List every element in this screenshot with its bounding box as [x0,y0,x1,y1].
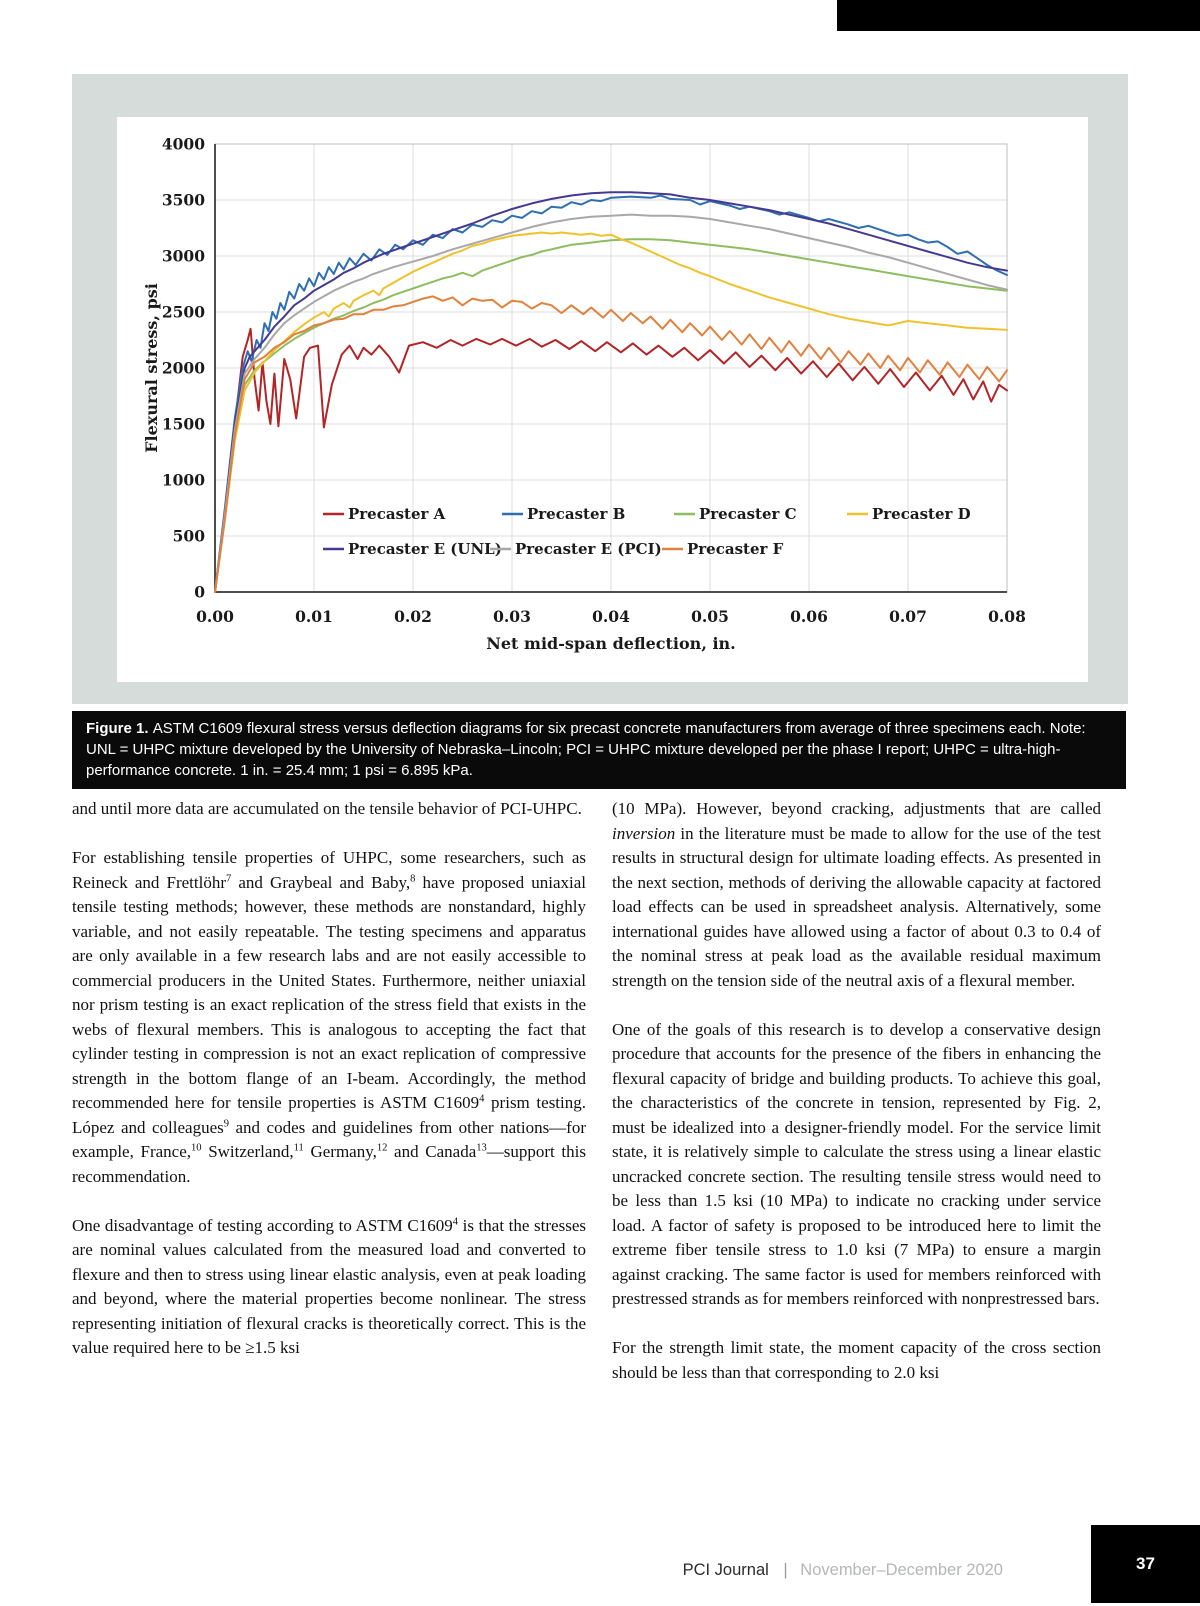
svg-text:0.00: 0.00 [196,607,234,626]
series-precaster-a [214,327,1008,593]
series-precaster-c [214,238,1008,593]
chart-legend: Precaster A Precaster B Precaster C Precast… [323,505,971,558]
x-tick-labels: 0.00 0.01 0.02 0.03 0.04 0.05 0.06 0.07 0.08 [196,607,1026,626]
page-number: 37 [1136,1554,1155,1573]
paragraph: For establishing tensile properties of U… [72,848,587,1186]
paragraph: One disadvantage of testing according to… [72,1215,586,1358]
svg-text:500: 500 [173,527,206,546]
figure-1-caption: Figure 1. ASTM C1609 flexural stress ver… [72,711,1126,789]
figure-chart-svg: 0 500 1000 1500 2000 2500 3000 3500 4000 0.00 0.01… [142,135,1026,654]
legend-label: Precaster B [527,505,625,523]
svg-text:0.06: 0.06 [790,607,828,626]
top-corner-bar [837,0,1200,31]
paragraph: (10 MPa). However, beyond cracking, adju… [612,799,1101,990]
article-left-column: and until more data are accumulated on t… [72,797,586,1361]
svg-text:0.07: 0.07 [889,607,927,626]
series-precaster-f [214,295,1008,593]
legend-label: Precaster C [699,505,797,523]
svg-text:0.05: 0.05 [691,607,729,626]
svg-text:2000: 2000 [162,359,205,378]
svg-text:2500: 2500 [162,303,205,322]
legend-item-3: Precaster C [674,505,797,523]
series-precaster-b [214,194,1008,593]
series-precaster-e-pci [214,213,1008,593]
x-axis-title: Net mid-span deflection, in. [486,634,735,653]
series-precaster-d [214,231,1008,593]
issue-date: November–December 2020 [800,1561,1003,1579]
chart-gridlines [214,143,1008,593]
article-right-column: (10 MPa). However, beyond cracking, adju… [612,797,1101,1385]
legend-label: Precaster F [687,540,784,558]
svg-text:4000: 4000 [162,135,205,154]
figure-1-container: 0 500 1000 1500 2000 2500 3000 3500 4000 0.00 0.01… [72,74,1128,704]
legend-item-7: Precaster F [662,540,784,558]
svg-text:3000: 3000 [162,247,205,266]
figure-chart-panel: 0 500 1000 1500 2000 2500 3000 3500 4000 0.00 0.01… [117,117,1088,682]
legend-item-1: Precaster A [323,505,446,523]
legend-label: Precaster E (PCI) [515,540,662,558]
legend-item-2: Precaster B [502,505,625,523]
y-axis-title: Flexural stress, psi [142,283,161,453]
legend-item-5: Precaster E (UNL) [323,540,502,558]
series-precaster-e-unl [214,191,1008,593]
svg-text:0.02: 0.02 [394,607,432,626]
svg-text:0.03: 0.03 [493,607,531,626]
legend-label: Precaster D [872,505,971,523]
y-tick-labels: 0 500 1000 1500 2000 2500 3000 3500 4000 [162,135,205,602]
footer: PCI Journal | November–December 2020 [683,1561,1003,1580]
paragraph: One of the goals of this research is to … [612,1019,1101,1309]
journal-name: PCI Journal [682,1561,769,1579]
svg-text:3500: 3500 [162,191,205,210]
paragraph: and until more data are accumulated on t… [72,799,582,818]
legend-label: Precaster A [348,505,446,523]
svg-text:0.04: 0.04 [592,607,630,626]
paragraph: For the strength limit state, the moment… [612,1338,1101,1382]
svg-text:0: 0 [194,583,205,602]
legend-label: Precaster E (UNL) [348,540,502,558]
svg-text:1000: 1000 [162,471,205,490]
footer-separator: | [783,1561,788,1579]
svg-text:1500: 1500 [162,415,205,434]
page-number-box: 37 [1091,1525,1200,1603]
svg-text:0.01: 0.01 [295,607,333,626]
legend-item-6: Precaster E (PCI) [490,540,662,558]
legend-item-4: Precaster D [847,505,971,523]
svg-text:0.08: 0.08 [988,607,1026,626]
